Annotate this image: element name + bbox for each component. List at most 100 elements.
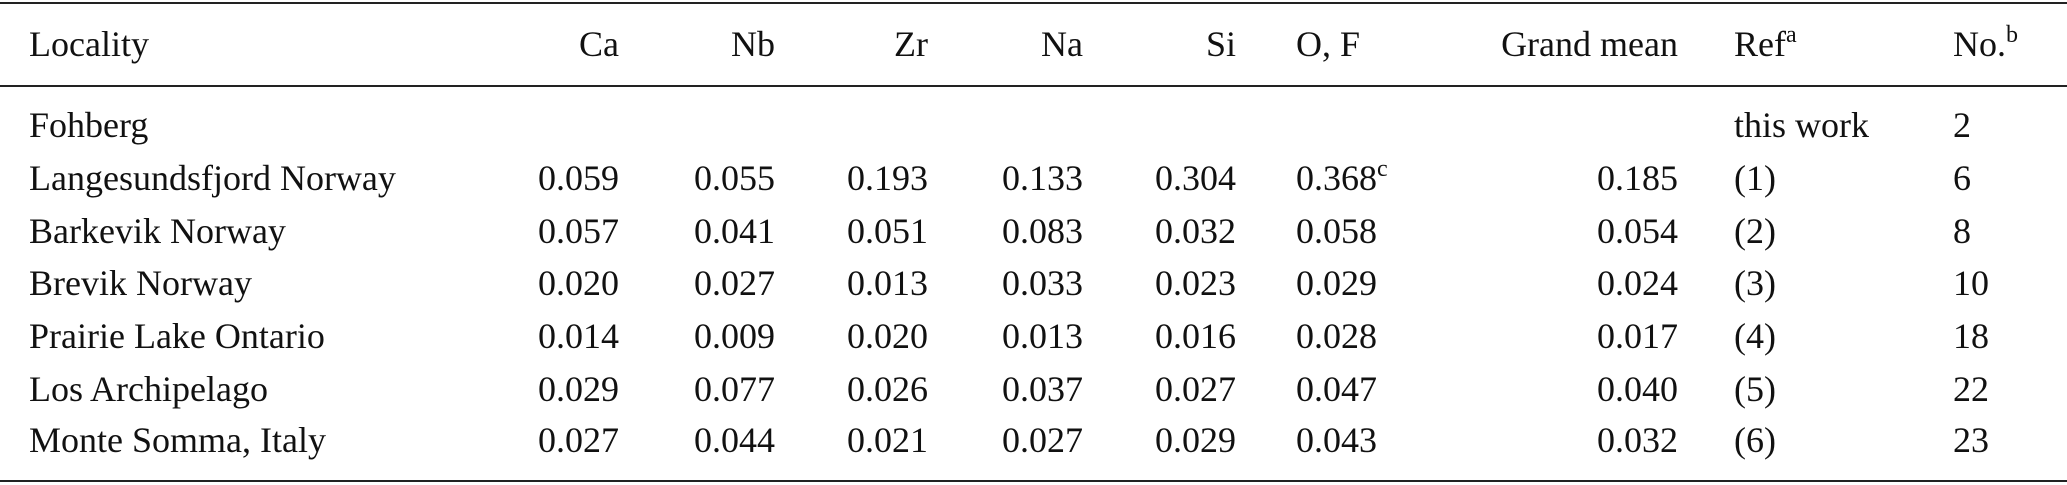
grand-mean-cell: 0.032 [1597,420,1678,460]
value-cell-text: 0.055 [694,158,775,198]
ref-cell: this work [1734,105,1869,145]
value-cell: 0.043 [1296,420,1377,460]
locality-cell: Prairie Lake Ontario [29,316,325,356]
value-cell: 0.368c [1296,156,1388,198]
value-cell-text: 0.057 [538,211,619,251]
value-cell-text: 0.021 [847,420,928,460]
value-cell: 0.013 [1002,316,1083,356]
locality-cell: Fohberg [29,105,148,145]
value-cell-text: 0.029 [538,369,619,409]
grand-mean-cell: 0.040 [1597,369,1678,409]
count-cell-text: 23 [1953,420,1989,460]
value-cell-text: 0.032 [1155,211,1236,251]
ref-cell: (5) [1734,369,1776,409]
count-cell-text: 2 [1953,105,1971,145]
ref-cell: (4) [1734,316,1776,356]
value-cell-text: 0.013 [1002,316,1083,356]
header-cell-text: O, F [1296,24,1361,64]
grand-mean-cell-text: 0.024 [1597,263,1678,303]
value-cell-text: 0.020 [847,316,928,356]
value-cell: 0.044 [694,420,775,460]
header-cell: Zr [894,24,928,64]
footnote-mark: a [1785,22,1797,48]
value-cell-text: 0.020 [538,263,619,303]
header-cell-text: Grand mean [1501,24,1678,64]
grand-mean-cell-text: 0.032 [1597,420,1678,460]
value-cell: 0.304 [1155,158,1236,198]
locality-cell-text: Monte Somma, Italy [29,420,326,460]
footnote-mark: b [2006,22,2018,48]
header-cell-text: No. [1953,24,2006,64]
value-cell-text: 0.037 [1002,369,1083,409]
value-cell: 0.055 [694,158,775,198]
header-cell: No.b [1953,22,2018,64]
value-cell: 0.058 [1296,211,1377,251]
locality-cell: Barkevik Norway [29,211,286,251]
grand-mean-cell: 0.024 [1597,263,1678,303]
header-cell-text: Zr [894,24,928,64]
header-cell-text: Ref [1734,24,1786,64]
value-cell: 0.037 [1002,369,1083,409]
locality-cell-text: Fohberg [29,105,149,145]
header-cell-text: Nb [731,24,775,64]
value-cell-text: 0.033 [1002,263,1083,303]
count-cell-text: 18 [1953,316,1989,356]
ref-cell-text: (6) [1734,420,1776,460]
value-cell-text: 0.051 [847,211,928,251]
locality-cell: Los Archipelago [29,369,268,409]
value-cell-text: 0.016 [1155,316,1236,356]
value-cell: 0.026 [847,369,928,409]
grand-mean-cell: 0.185 [1597,158,1678,198]
header-cell-text: Na [1041,24,1083,64]
value-cell-text: 0.077 [694,369,775,409]
value-cell: 0.028 [1296,316,1377,356]
locality-cell: Brevik Norway [29,263,252,303]
value-cell-text: 0.029 [1296,263,1377,303]
footnote-mark: c [1377,156,1388,182]
count-cell-text: 8 [1953,211,1971,251]
ref-cell-text: (5) [1734,369,1776,409]
value-cell-text: 0.009 [694,316,775,356]
grand-mean-cell-text: 0.054 [1597,211,1678,251]
value-cell: 0.057 [538,211,619,251]
value-cell: 0.013 [847,263,928,303]
value-cell: 0.027 [538,420,619,460]
count-cell: 6 [1953,158,1971,198]
grand-mean-cell-text: 0.185 [1597,158,1678,198]
value-cell: 0.193 [847,158,928,198]
value-cell: 0.047 [1296,369,1377,409]
locality-cell-text: Barkevik Norway [29,211,286,251]
value-cell: 0.027 [1155,369,1236,409]
value-cell-text: 0.027 [694,263,775,303]
value-cell: 0.077 [694,369,775,409]
value-cell-text: 0.027 [1002,420,1083,460]
count-cell: 2 [1953,105,1971,145]
header-cell: Nb [731,24,775,64]
locality-cell: Monte Somma, Italy [29,420,326,460]
value-cell: 0.021 [847,420,928,460]
value-cell-text: 0.014 [538,316,619,356]
ref-cell-text: (3) [1734,263,1776,303]
count-cell: 10 [1953,263,1989,303]
value-cell-text: 0.058 [1296,211,1377,251]
header-cell: Ca [579,24,619,64]
grand-mean-cell-text: 0.017 [1597,316,1678,356]
value-cell-text: 0.026 [847,369,928,409]
value-cell: 0.014 [538,316,619,356]
value-cell: 0.059 [538,158,619,198]
value-cell: 0.032 [1155,211,1236,251]
value-cell: 0.029 [1296,263,1377,303]
ref-cell-text: (2) [1734,211,1776,251]
value-cell-text: 0.059 [538,158,619,198]
value-cell: 0.041 [694,211,775,251]
value-cell-text: 0.023 [1155,263,1236,303]
top-rule [0,2,2067,4]
locality-cell-text: Brevik Norway [29,263,252,303]
value-cell: 0.027 [1002,420,1083,460]
grand-mean-cell: 0.054 [1597,211,1678,251]
ref-cell: (3) [1734,263,1776,303]
header-cell: O, F [1296,24,1360,64]
ref-cell: (2) [1734,211,1776,251]
count-cell: 23 [1953,420,1989,460]
